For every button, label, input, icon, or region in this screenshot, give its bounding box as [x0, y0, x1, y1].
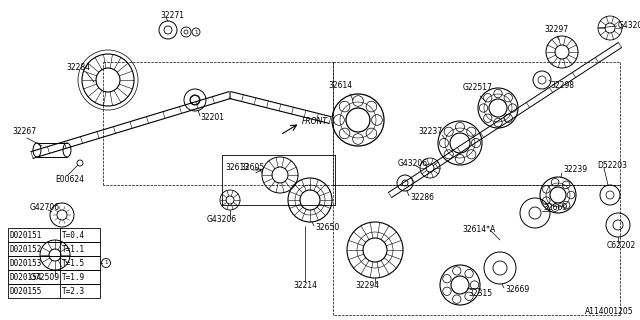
Bar — [8, 228, 100, 242]
Text: 32669: 32669 — [505, 285, 529, 294]
Text: 32315: 32315 — [468, 289, 492, 298]
Text: 1: 1 — [195, 29, 198, 35]
Text: T=1.1: T=1.1 — [62, 244, 85, 253]
Text: G72509: G72509 — [30, 273, 60, 282]
Text: T=1.9: T=1.9 — [62, 273, 85, 282]
Text: 32214: 32214 — [293, 281, 317, 290]
Text: D52203: D52203 — [597, 161, 627, 170]
Text: D020151: D020151 — [10, 230, 42, 239]
Text: D020152: D020152 — [10, 244, 42, 253]
Text: 32298: 32298 — [550, 81, 574, 90]
Text: 32669: 32669 — [543, 204, 567, 212]
Text: G43206: G43206 — [207, 215, 237, 225]
Text: 32650: 32650 — [315, 223, 339, 233]
Text: E00624: E00624 — [55, 175, 84, 185]
Text: G22517: G22517 — [463, 84, 493, 92]
Text: D020154: D020154 — [10, 273, 42, 282]
Text: T=1.5: T=1.5 — [62, 259, 85, 268]
Text: D020153: D020153 — [10, 259, 42, 268]
Text: C62202: C62202 — [606, 241, 636, 250]
Text: 32294: 32294 — [355, 281, 379, 290]
Bar — [8, 242, 100, 256]
Text: 32614: 32614 — [328, 81, 352, 90]
Text: 32286: 32286 — [410, 194, 434, 203]
Text: T=2.3: T=2.3 — [62, 286, 85, 295]
Text: 32237: 32237 — [418, 126, 442, 135]
Text: 32239: 32239 — [563, 165, 587, 174]
Text: T=0.4: T=0.4 — [62, 230, 85, 239]
Text: 1: 1 — [104, 260, 108, 266]
Text: 32613: 32613 — [225, 164, 249, 172]
Text: 32201: 32201 — [200, 114, 224, 123]
Text: G43206: G43206 — [398, 158, 428, 167]
Bar — [8, 270, 100, 284]
Text: D020155: D020155 — [10, 286, 42, 295]
Text: 32605: 32605 — [240, 163, 264, 172]
Text: G42706: G42706 — [30, 203, 60, 212]
Text: 32297: 32297 — [544, 26, 568, 35]
Text: 32267: 32267 — [12, 127, 36, 137]
Bar — [8, 284, 100, 298]
Bar — [8, 256, 100, 270]
Text: G43204: G43204 — [618, 21, 640, 30]
Text: 32284: 32284 — [66, 63, 90, 73]
Text: 32614*A: 32614*A — [462, 226, 495, 235]
Text: 32271: 32271 — [160, 11, 184, 20]
Text: FRONT: FRONT — [302, 116, 328, 125]
Text: A114001205: A114001205 — [585, 308, 634, 316]
